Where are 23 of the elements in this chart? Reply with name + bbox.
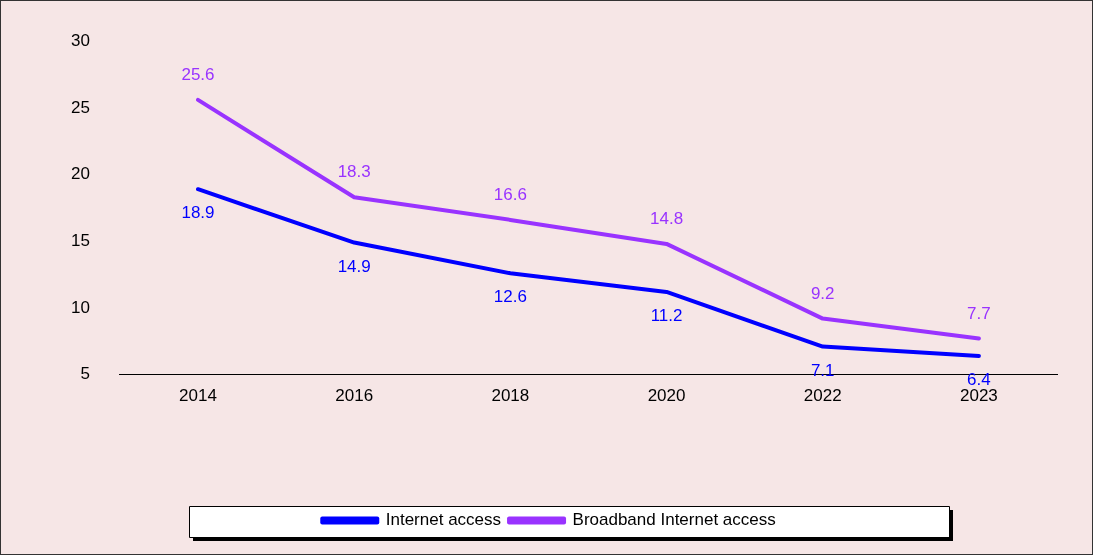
y-tick-label: 20: [70, 164, 90, 184]
y-tick-label: 10: [70, 297, 90, 317]
data-label: 25.6: [181, 65, 215, 85]
x-tick-label: 2020: [647, 386, 686, 406]
y-tick-label: 5: [80, 364, 90, 384]
data-label: 14.9: [337, 256, 371, 276]
x-tick-label: 2022: [803, 386, 842, 406]
data-label: 16.6: [493, 185, 527, 205]
data-label: 11.2: [650, 306, 683, 326]
legend-label: Internet access: [385, 510, 502, 530]
y-tick-label: 25: [70, 97, 90, 117]
data-label: 18.3: [337, 162, 371, 182]
data-label: 9.2: [810, 283, 835, 303]
data-label: 14.8: [650, 209, 684, 229]
y-tick-label: 30: [70, 30, 90, 50]
y-tick-label: 15: [70, 230, 90, 250]
legend-label: Broadband Internet access: [572, 510, 776, 530]
x-tick-label: 2018: [491, 386, 530, 406]
data-label: 7.7: [967, 303, 991, 323]
x-tick-label: 2016: [335, 386, 374, 406]
data-label: 12.6: [493, 287, 527, 307]
x-tick-label: 2014: [179, 386, 217, 406]
data-label: 18.9: [181, 203, 215, 223]
